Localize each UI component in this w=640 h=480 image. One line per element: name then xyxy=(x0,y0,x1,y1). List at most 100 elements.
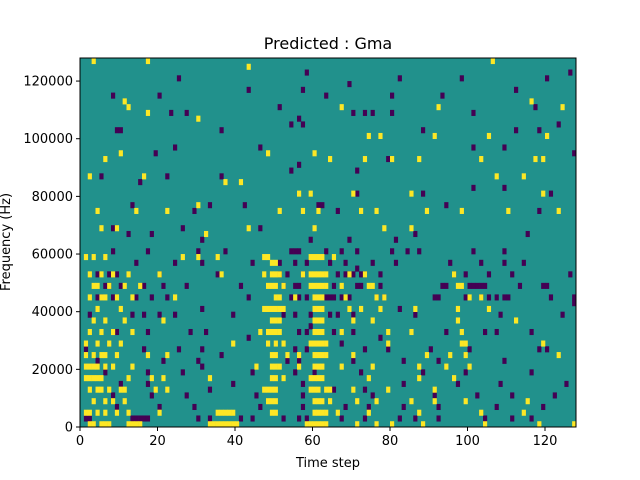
heatmap-cell-high xyxy=(262,271,267,278)
heatmap-cell-high xyxy=(83,340,89,347)
heatmap-cell-low xyxy=(572,150,577,157)
heatmap-cell-high xyxy=(180,254,185,261)
heatmap-cell-low xyxy=(467,282,472,289)
heatmap-cell-high xyxy=(223,421,228,428)
heatmap-cell-low xyxy=(285,357,290,364)
heatmap-cell-low xyxy=(564,380,569,387)
heatmap-cell-low xyxy=(347,236,352,243)
x-tick-label: 0 xyxy=(76,434,84,449)
heatmap-cell-low xyxy=(502,248,507,255)
heatmap-cell-low xyxy=(134,259,139,266)
heatmap-cell-high xyxy=(142,173,147,180)
heatmap-cell-low xyxy=(300,86,306,93)
heatmap-cell-high xyxy=(91,282,96,289)
heatmap-cell-low xyxy=(521,259,526,266)
heatmap-cell-high xyxy=(103,254,108,261)
heatmap-cell-high xyxy=(103,398,108,405)
x-tick-label: 20 xyxy=(149,434,166,449)
heatmap-cell-low xyxy=(184,392,189,399)
heatmap-cell-low xyxy=(413,415,418,422)
heatmap-cell-low xyxy=(118,127,123,134)
heatmap-cell-high xyxy=(103,294,108,301)
heatmap-cell-low xyxy=(130,311,135,318)
heatmap-cell-high xyxy=(370,363,375,370)
heatmap-cell-low xyxy=(184,282,189,289)
heatmap-cell-low xyxy=(572,300,577,307)
heatmap-cell-high xyxy=(266,398,271,405)
heatmap-cell-high xyxy=(266,328,271,336)
heatmap-cell-high xyxy=(145,352,151,359)
heatmap-cell-low xyxy=(111,248,116,255)
heatmap-cell-low xyxy=(161,357,166,364)
heatmap-cell-low xyxy=(157,403,162,411)
heatmap-cell-high xyxy=(432,398,437,405)
heatmap-cell-low xyxy=(277,259,282,266)
heatmap-cell-high xyxy=(432,132,437,140)
heatmap-cell-high xyxy=(366,375,371,382)
heatmap-cell-high xyxy=(246,63,251,70)
heatmap-cell-high xyxy=(359,207,364,214)
heatmap-cell-high xyxy=(374,294,379,301)
heatmap-cell-low xyxy=(471,282,476,289)
heatmap-cell-high xyxy=(386,386,391,393)
heatmap-cell-low xyxy=(339,294,344,301)
heatmap-cell-high xyxy=(269,317,275,324)
heatmap-cell-high xyxy=(126,271,131,278)
heatmap-cell-low xyxy=(289,167,294,174)
heatmap-cell-high xyxy=(83,352,89,359)
heatmap-cell-low xyxy=(130,202,135,209)
heatmap-cell-low xyxy=(192,207,197,214)
heatmap-cell-high xyxy=(95,386,100,393)
heatmap-cell-low xyxy=(529,328,534,336)
heatmap-cell-low xyxy=(320,202,325,209)
heatmap-cell-high xyxy=(87,375,92,382)
heatmap-cell-low xyxy=(142,415,147,422)
heatmap-cell-low xyxy=(95,271,100,278)
heatmap-cell-low xyxy=(393,259,399,266)
heatmap-cell-high xyxy=(262,305,267,312)
heatmap-cell-low xyxy=(359,271,364,278)
heatmap-cell-high xyxy=(122,282,127,289)
heatmap-cell-high xyxy=(273,375,278,382)
heatmap-cell-low xyxy=(142,282,147,289)
heatmap-cell-high xyxy=(277,305,282,312)
heatmap-cell-high xyxy=(99,352,104,359)
heatmap-cell-high xyxy=(266,150,271,157)
heatmap-cell-high xyxy=(459,328,464,336)
heatmap-cell-low xyxy=(254,392,259,399)
heatmap-cell-high xyxy=(459,340,464,347)
heatmap-cell-high xyxy=(386,328,391,336)
heatmap-cell-low xyxy=(397,75,402,82)
heatmap-cell-high xyxy=(312,398,317,405)
heatmap-cell-high xyxy=(316,254,321,261)
heatmap-cell-high xyxy=(312,317,317,324)
heatmap-cell-low xyxy=(180,369,185,376)
heatmap-cell-high xyxy=(126,421,131,428)
heatmap-cell-high xyxy=(521,173,526,180)
x-axis: 0 20 40 60 80 100 120 xyxy=(76,427,557,449)
heatmap-cell-high xyxy=(339,104,344,111)
heatmap-cell-high xyxy=(269,352,275,359)
heatmap-cell-high xyxy=(541,156,546,163)
heatmap-cell-high xyxy=(452,375,457,382)
heatmap-cell-low xyxy=(293,311,298,318)
heatmap-cell-high xyxy=(390,156,395,163)
heatmap-cell-high xyxy=(316,282,321,289)
heatmap-cell-low xyxy=(118,282,123,289)
y-axis: 0 20000 40000 60000 80000 100000 120000 xyxy=(23,75,80,436)
heatmap-cell-high xyxy=(328,156,333,163)
heatmap-cell-low xyxy=(145,415,151,422)
heatmap-cell-low xyxy=(351,328,356,336)
heatmap-cell-high xyxy=(99,225,104,232)
heatmap-cell-low xyxy=(196,415,201,422)
heatmap-cell-high xyxy=(316,328,321,336)
heatmap-cell-high xyxy=(122,317,127,324)
heatmap-cell-high xyxy=(541,340,546,347)
heatmap-cell-high xyxy=(324,282,329,289)
heatmap-cell-high xyxy=(277,363,282,370)
heatmap-cell-low xyxy=(138,179,143,186)
heatmap-cell-high xyxy=(269,305,275,312)
heatmap-cell-low xyxy=(545,346,550,353)
heatmap-cell-high xyxy=(324,352,329,359)
heatmap-cell-high xyxy=(122,398,127,405)
